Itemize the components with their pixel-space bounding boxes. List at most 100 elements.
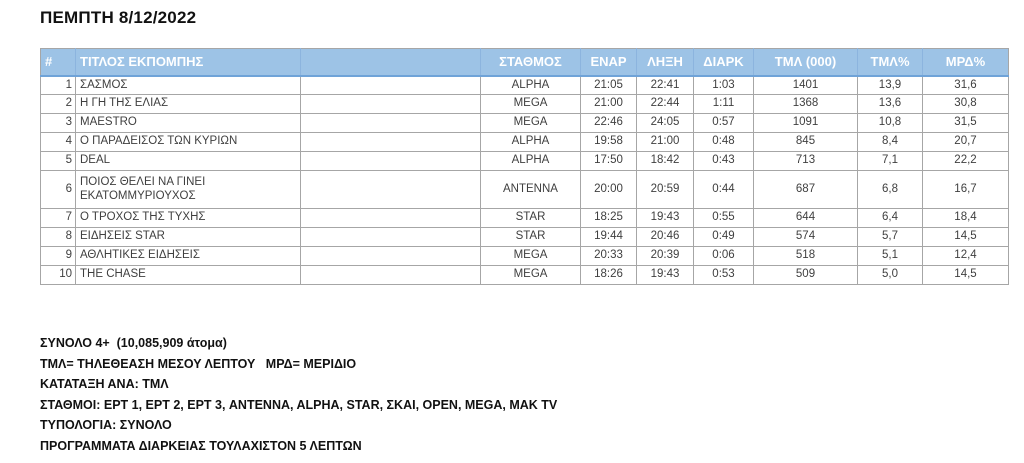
cell-rank: 7 (40, 208, 76, 228)
cell-mrd-pct: 14,5 (922, 265, 1009, 285)
cell-rank: 9 (40, 246, 76, 266)
footer-universe-line: ΣΥΝΟΛΟ 4+ (10,085,909 άτομα) (40, 336, 227, 350)
cell-spacer (300, 246, 481, 266)
cell-spacer (300, 227, 481, 247)
table-row: 7 Ο ΤΡΟΧΟΣ ΤΗΣ ΤΥΧΗΣ STAR 18:25 19:43 0:… (40, 208, 1009, 228)
cell-start: 20:33 (580, 246, 637, 266)
cell-mrd-pct: 22,2 (922, 151, 1009, 171)
cell-rank: 6 (40, 170, 76, 209)
header-tml-pct: ΤΜΛ% (857, 48, 923, 77)
cell-spacer (300, 170, 481, 209)
cell-duration: 0:49 (693, 227, 754, 247)
cell-start: 19:58 (580, 132, 637, 152)
cell-end: 19:43 (636, 265, 694, 285)
cell-end: 18:42 (636, 151, 694, 171)
footer-notes: ΣΥΝΟΛΟ 4+ (10,085,909 άτομα) ΤΜΛ= ΤΗΛΕΘΕ… (40, 333, 557, 456)
cell-start: 21:05 (580, 75, 637, 95)
cell-duration: 0:48 (693, 132, 754, 152)
cell-end: 22:44 (636, 94, 694, 114)
table-row: 8 ΕΙΔΗΣΕΙΣ STAR STAR 19:44 20:46 0:49 57… (40, 227, 1009, 247)
ratings-table: # ΤΙΤΛΟΣ ΕΚΠΟΜΠΗΣ ΣΤΑΘΜΟΣ ΕΝΑΡ ΛΗΞΗ ΔΙΑΡ… (40, 48, 1009, 285)
cell-rank: 3 (40, 113, 76, 133)
cell-station: MEGA (480, 265, 581, 285)
header-duration: ΔΙΑΡΚ (693, 48, 754, 77)
cell-mrd-pct: 31,5 (922, 113, 1009, 133)
cell-duration: 0:44 (693, 170, 754, 209)
cell-end: 20:39 (636, 246, 694, 266)
header-start: ΕΝΑΡ (580, 48, 637, 77)
header-tml000: ΤΜΛ (000) (753, 48, 858, 77)
cell-tml000: 509 (753, 265, 858, 285)
cell-rank: 5 (40, 151, 76, 171)
cell-station: ALPHA (480, 151, 581, 171)
cell-station: ALPHA (480, 75, 581, 95)
cell-spacer (300, 132, 481, 152)
table-header-row: # ΤΙΤΛΟΣ ΕΚΠΟΜΠΗΣ ΣΤΑΘΜΟΣ ΕΝΑΡ ΛΗΞΗ ΔΙΑΡ… (40, 48, 1009, 77)
cell-duration: 1:03 (693, 75, 754, 95)
cell-title: Ο ΠΑΡΑΔΕΙΣΟΣ ΤΩΝ ΚΥΡΙΩΝ (75, 132, 301, 152)
header-end: ΛΗΞΗ (636, 48, 694, 77)
cell-station: MEGA (480, 246, 581, 266)
cell-title: Ο ΤΡΟΧΟΣ ΤΗΣ ΤΥΧΗΣ (75, 208, 301, 228)
cell-title: ΣΑΣΜΟΣ (75, 75, 301, 95)
cell-end: 21:00 (636, 132, 694, 152)
cell-tml-pct: 7,1 (857, 151, 923, 171)
table-row: 10 THE CHASE MEGA 18:26 19:43 0:53 509 5… (40, 265, 1009, 285)
cell-mrd-pct: 30,8 (922, 94, 1009, 114)
cell-tml000: 574 (753, 227, 858, 247)
cell-mrd-pct: 12,4 (922, 246, 1009, 266)
cell-mrd-pct: 31,6 (922, 75, 1009, 95)
cell-tml-pct: 6,4 (857, 208, 923, 228)
cell-start: 17:50 (580, 151, 637, 171)
cell-end: 20:46 (636, 227, 694, 247)
cell-duration: 0:06 (693, 246, 754, 266)
cell-tml000: 1401 (753, 75, 858, 95)
cell-start: 18:26 (580, 265, 637, 285)
footer-duration-line: ΠΡΟΓΡΑΜΜΑΤΑ ΔΙΑΡΚΕΙΑΣ ΤΟΥΛΑΧΙΣΤΟΝ 5 ΛΕΠΤ… (40, 438, 362, 453)
cell-rank: 1 (40, 75, 76, 95)
cell-spacer (300, 94, 481, 114)
cell-duration: 0:57 (693, 113, 754, 133)
cell-title: THE CHASE (75, 265, 301, 285)
cell-end: 20:59 (636, 170, 694, 209)
cell-station: STAR (480, 208, 581, 228)
table-row: 5 DEAL ALPHA 17:50 18:42 0:43 713 7,1 22… (40, 151, 1009, 171)
header-title: ΤΙΤΛΟΣ ΕΚΠΟΜΠΗΣ (75, 48, 301, 77)
cell-title: DEAL (75, 151, 301, 171)
cell-start: 19:44 (580, 227, 637, 247)
header-rank: # (40, 48, 76, 77)
table-row: 1 ΣΑΣΜΟΣ ALPHA 21:05 22:41 1:03 1401 13,… (40, 75, 1009, 95)
cell-title: MAESTRO (75, 113, 301, 133)
table-row: 9 ΑΘΛΗΤΙΚΕΣ ΕΙΔΗΣΕΙΣ MEGA 20:33 20:39 0:… (40, 246, 1009, 266)
cell-tml-pct: 13,6 (857, 94, 923, 114)
cell-tml-pct: 8,4 (857, 132, 923, 152)
footer-ranking-line: ΚΑΤΑΤΑΞΗ ΑΝΑ: ΤΜΛ (40, 377, 169, 391)
cell-station: MEGA (480, 113, 581, 133)
cell-tml000: 687 (753, 170, 858, 209)
cell-tml000: 518 (753, 246, 858, 266)
cell-rank: 10 (40, 265, 76, 285)
cell-title: Η ΓΗ ΤΗΣ ΕΛΙΑΣ (75, 94, 301, 114)
cell-mrd-pct: 20,7 (922, 132, 1009, 152)
cell-tml-pct: 5,7 (857, 227, 923, 247)
cell-tml000: 713 (753, 151, 858, 171)
cell-rank: 4 (40, 132, 76, 152)
footer-typology-line: ΤΥΠΟΛΟΓΙΑ: ΣΥΝΟΛΟ (40, 418, 172, 432)
table-row: 4 Ο ΠΑΡΑΔΕΙΣΟΣ ΤΩΝ ΚΥΡΙΩΝ ALPHA 19:58 21… (40, 132, 1009, 152)
cell-station: ALPHA (480, 132, 581, 152)
cell-rank: 2 (40, 94, 76, 114)
header-mrd-pct: ΜΡΔ% (922, 48, 1009, 77)
cell-start: 22:46 (580, 113, 637, 133)
footer-legend-line: ΤΜΛ= ΤΗΛΕΘΕΑΣΗ ΜΕΣΟΥ ΛΕΠΤΟΥ ΜΡΔ= ΜΕΡΙΔΙΟ (40, 356, 357, 371)
cell-start: 20:00 (580, 170, 637, 209)
cell-spacer (300, 265, 481, 285)
cell-spacer (300, 151, 481, 171)
cell-station: STAR (480, 227, 581, 247)
cell-tml000: 1368 (753, 94, 858, 114)
cell-duration: 0:55 (693, 208, 754, 228)
table-row: 6 ΠΟΙΟΣ ΘΕΛΕΙ ΝΑ ΓΙΝΕΙ ΕΚΑΤΟΜΜΥΡΙΟΥΧΟΣ A… (40, 170, 1009, 209)
cell-spacer (300, 75, 481, 95)
cell-duration: 0:53 (693, 265, 754, 285)
cell-spacer (300, 113, 481, 133)
cell-duration: 1:11 (693, 94, 754, 114)
